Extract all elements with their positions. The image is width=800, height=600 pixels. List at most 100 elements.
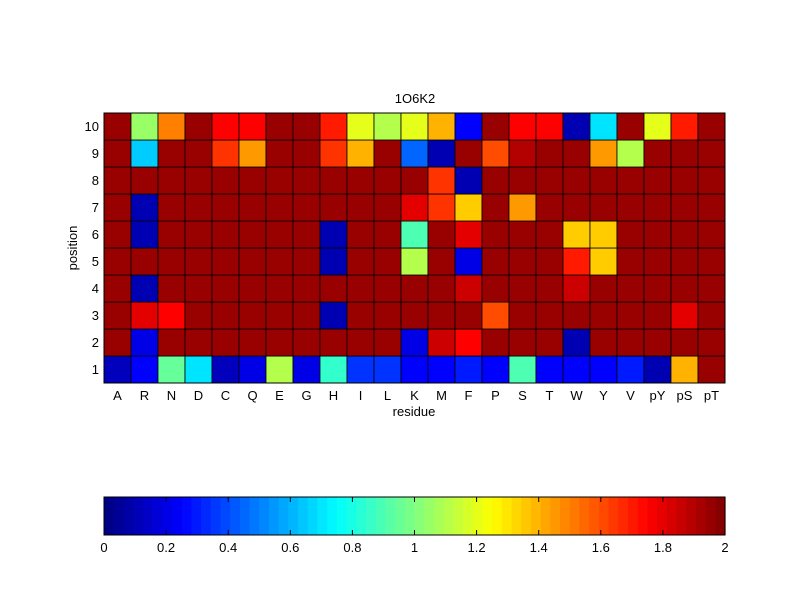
heatmap-cell xyxy=(373,274,402,303)
colorbar-step xyxy=(647,497,658,535)
colorbar-step xyxy=(530,497,542,535)
heatmap-cell xyxy=(643,274,672,303)
heatmap-cell xyxy=(211,301,240,330)
heatmap-cell xyxy=(157,220,186,249)
heatmap-cell xyxy=(130,247,159,276)
heatmap-cell xyxy=(238,166,267,195)
heatmap-cell xyxy=(238,247,267,276)
heatmap-cell xyxy=(400,112,429,141)
heatmap-cell xyxy=(616,112,645,141)
x-tick-label: I xyxy=(359,388,363,403)
heatmap-cell xyxy=(643,193,672,222)
heatmap-cell xyxy=(427,220,456,249)
colorbar-step xyxy=(171,497,183,535)
colorbar-step xyxy=(686,497,697,535)
colorbar-tick-label: 1.2 xyxy=(468,540,486,555)
heatmap-cell xyxy=(454,112,483,141)
heatmap-cell xyxy=(346,355,375,384)
heatmap-cell xyxy=(184,166,213,195)
heatmap-cell xyxy=(643,220,672,249)
heatmap-cell xyxy=(508,328,537,357)
heatmap-cell xyxy=(562,166,591,195)
heatmap-cell xyxy=(373,139,402,168)
heatmap-cell xyxy=(400,139,429,168)
colorbar-step xyxy=(104,497,115,535)
heatmap-cell xyxy=(508,193,537,222)
heatmap-cell xyxy=(130,139,159,168)
heatmap-cell xyxy=(292,247,321,276)
heatmap-cell xyxy=(184,355,213,384)
heatmap-cell xyxy=(508,139,537,168)
heatmap-cell xyxy=(211,247,240,276)
heatmap-cell xyxy=(616,220,645,249)
colorbar-step xyxy=(113,497,125,535)
heatmap-cell xyxy=(454,139,483,168)
heatmap-cell xyxy=(589,328,618,357)
heatmap-cell xyxy=(589,301,618,330)
y-tick-label: 9 xyxy=(92,146,99,161)
heatmap-cell xyxy=(697,112,726,141)
heatmap-cell xyxy=(373,193,402,222)
colorbar-step xyxy=(482,497,493,535)
heatmap-cell xyxy=(454,355,483,384)
heatmap-cell xyxy=(670,355,699,384)
heatmap-cell xyxy=(454,193,483,222)
heatmap-cell xyxy=(130,193,159,222)
heatmap-cell xyxy=(211,112,240,141)
heatmap-cell xyxy=(184,301,213,330)
x-tick-label: A xyxy=(113,388,122,403)
colorbar-step xyxy=(268,497,280,535)
x-tick-label: W xyxy=(570,388,583,403)
colorbar-tick-label: 1.4 xyxy=(530,540,548,555)
colorbar-step xyxy=(191,497,202,535)
heatmap-cell xyxy=(616,301,645,330)
heatmap-cell xyxy=(697,301,726,330)
heatmap-cell xyxy=(103,301,132,330)
heatmap-cell xyxy=(508,247,537,276)
heatmap-cell xyxy=(319,139,348,168)
colorbar-step xyxy=(695,497,707,535)
colorbar-step xyxy=(152,497,163,535)
heatmap-cell xyxy=(130,112,159,141)
y-tick-label: 5 xyxy=(92,254,99,269)
chart-title: 1O6K2 xyxy=(395,91,435,106)
heatmap-cell xyxy=(697,220,726,249)
heatmap-cell xyxy=(157,193,186,222)
colorbar-step xyxy=(589,497,600,535)
heatmap-cell xyxy=(481,274,510,303)
colorbar-step xyxy=(162,497,173,535)
heatmap-cell xyxy=(697,247,726,276)
heatmap-cell xyxy=(427,301,456,330)
heatmap-cell xyxy=(373,166,402,195)
heatmap-cell xyxy=(481,355,510,384)
heatmap-cell xyxy=(697,328,726,357)
colorbar-step xyxy=(327,497,338,535)
heatmap-cell xyxy=(697,193,726,222)
heatmap-cell xyxy=(589,166,618,195)
colorbar-tick-label: 0.2 xyxy=(157,540,175,555)
colorbar-step xyxy=(123,497,134,535)
colorbar-step xyxy=(346,497,357,535)
colorbar-step xyxy=(627,497,639,535)
heatmap-cell xyxy=(292,139,321,168)
heatmap-cell xyxy=(184,112,213,141)
heatmap-cell xyxy=(427,139,456,168)
heatmap-cell xyxy=(130,166,159,195)
heatmap-cell xyxy=(562,328,591,357)
heatmap-cell xyxy=(184,328,213,357)
colorbar-step xyxy=(424,497,435,535)
plot-frame xyxy=(103,112,726,384)
heatmap-cell xyxy=(346,112,375,141)
heatmap-cell xyxy=(265,274,294,303)
heatmap-cell xyxy=(373,112,402,141)
colorbar-step xyxy=(637,497,648,535)
heatmap-cell xyxy=(562,301,591,330)
heatmap-cell xyxy=(157,247,186,276)
heatmap-cell xyxy=(562,274,591,303)
heatmap-cell xyxy=(562,355,591,384)
heatmap-cell xyxy=(643,247,672,276)
colorbar-step xyxy=(598,497,610,535)
heatmap-cell xyxy=(265,247,294,276)
heatmap-cell xyxy=(589,355,618,384)
colorbar-step xyxy=(501,497,513,535)
